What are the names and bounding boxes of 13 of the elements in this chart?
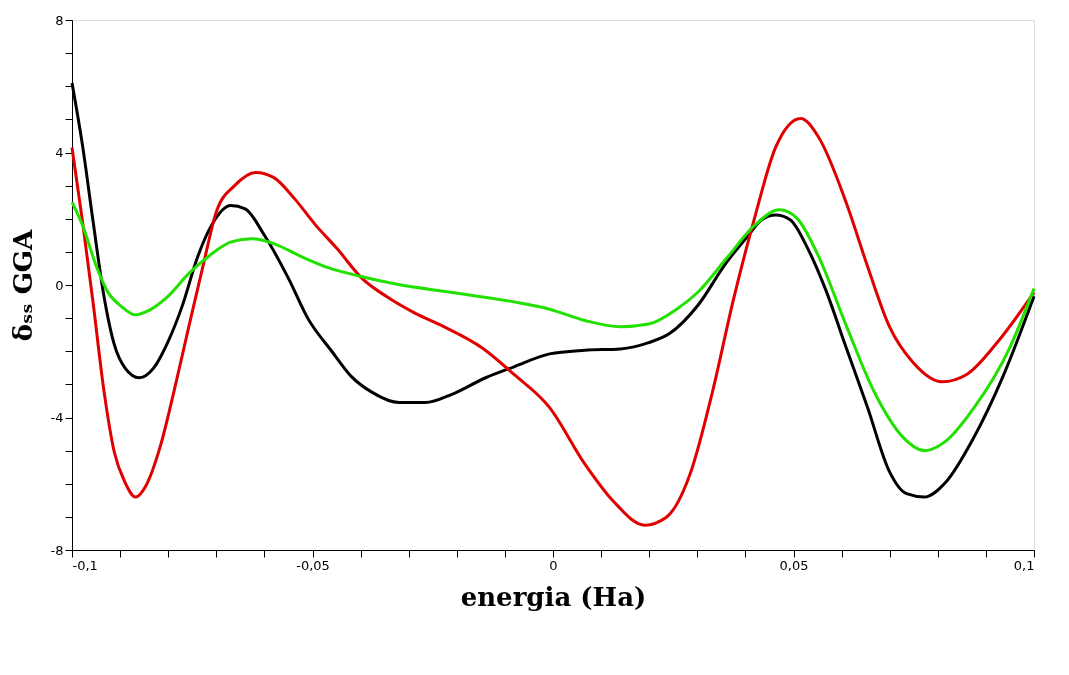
y-tick-label: 0 <box>55 277 64 293</box>
y-tick-label: 4 <box>55 145 64 160</box>
x-tick-label: -0,1 <box>72 557 98 573</box>
line-series <box>70 200 1036 453</box>
x-tick-label: 0,1 <box>1013 557 1035 573</box>
x-tick-label: -0,05 <box>296 557 330 573</box>
y-tick-label: 8 <box>55 12 64 28</box>
y-axis-title: δₛₛ GGA <box>7 228 38 342</box>
x-tick-label: 0 <box>549 557 558 573</box>
y-tick-label: -4 <box>50 410 64 425</box>
x-tick-label: 0,05 <box>779 557 809 573</box>
x-axis-title: energia (Ha) <box>460 581 647 612</box>
y-tick-label: -8 <box>50 542 64 558</box>
